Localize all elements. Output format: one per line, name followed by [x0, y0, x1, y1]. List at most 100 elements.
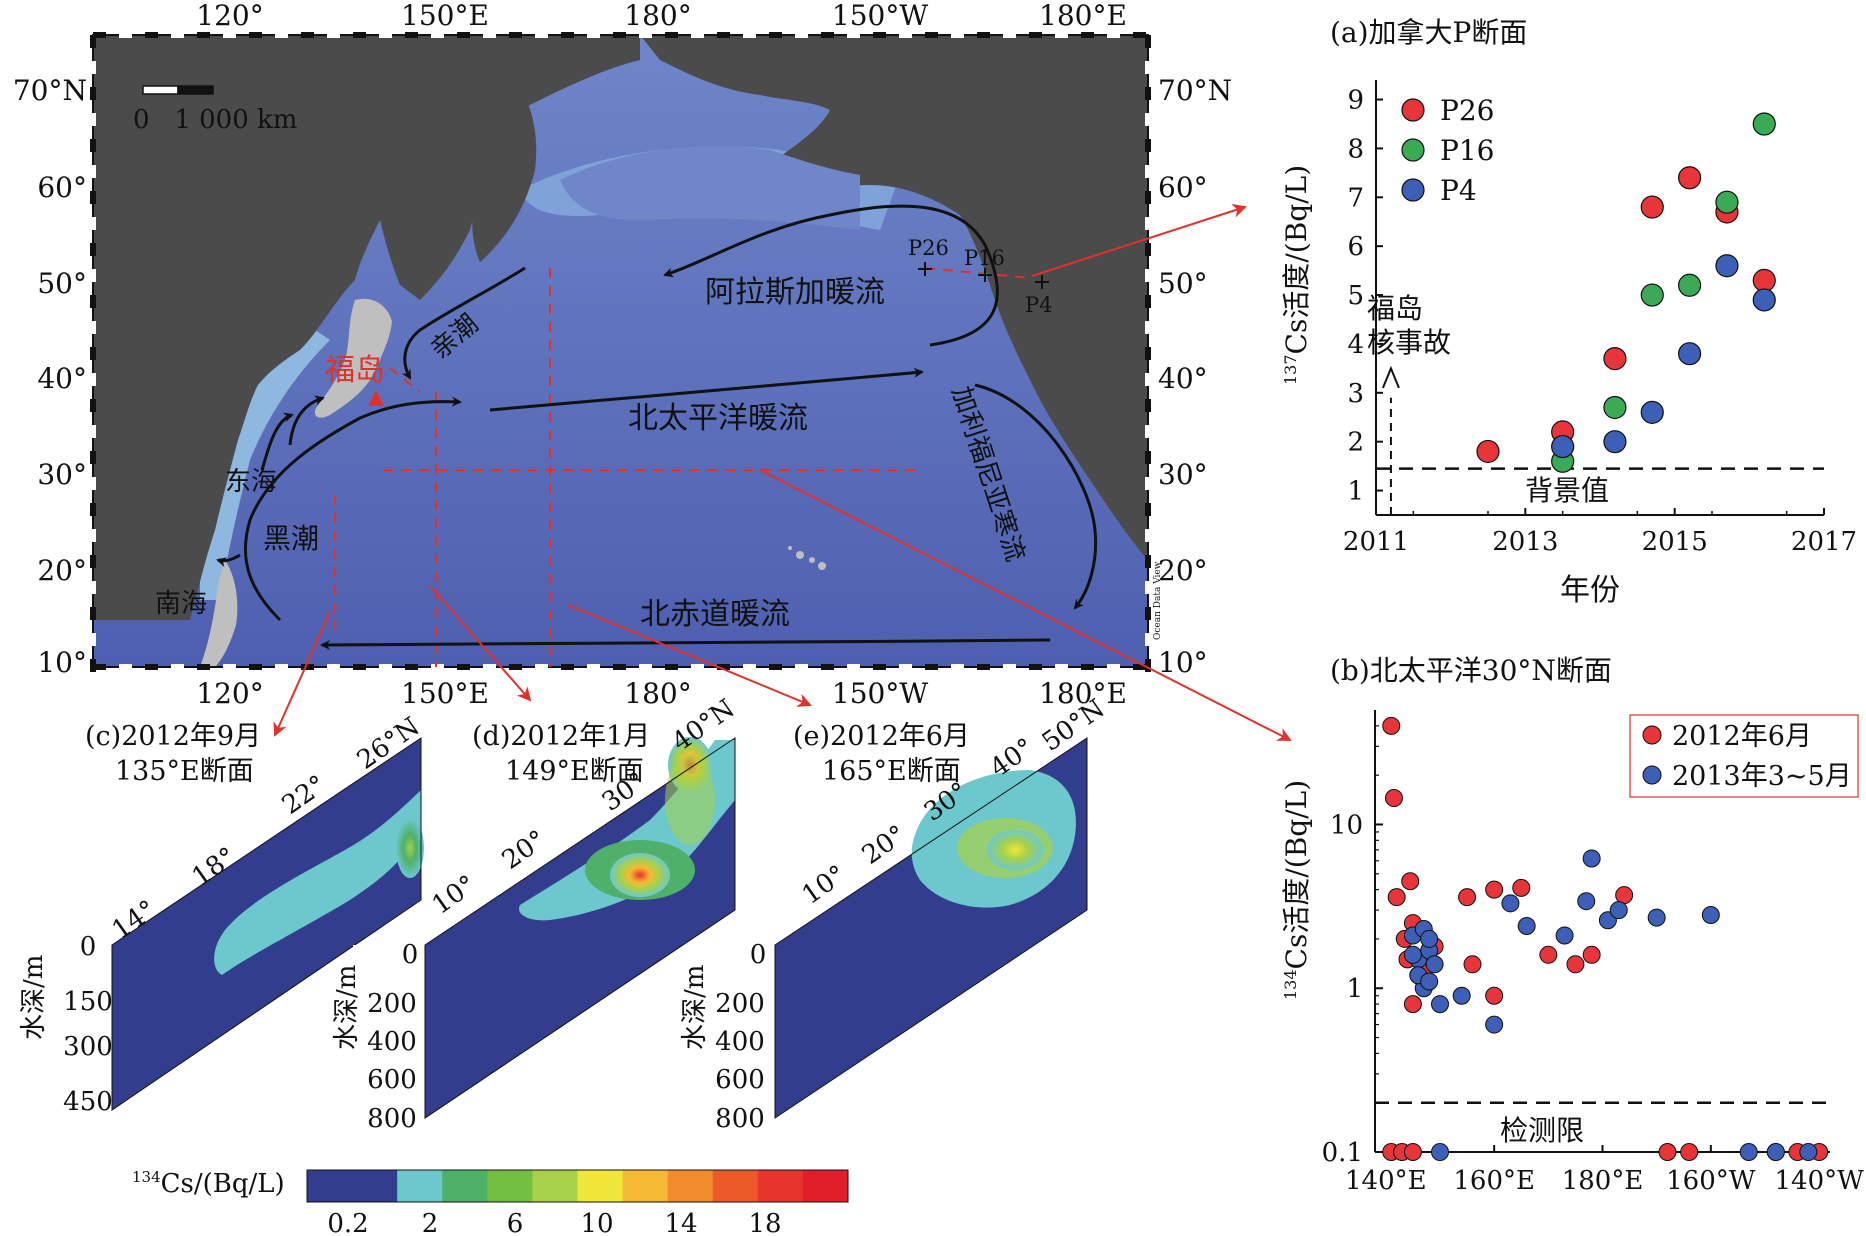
frame-tick [275, 32, 288, 38]
map-bering-sea [560, 146, 860, 230]
frame-tick [249, 32, 262, 38]
frame-tick [1145, 425, 1151, 438]
map-top-lon-label: 180°E [1039, 0, 1127, 32]
frame-tick [821, 664, 834, 670]
frame-tick [925, 32, 938, 38]
frame-tick [90, 581, 96, 594]
panel-b-point [1403, 945, 1422, 964]
frame-tick [90, 87, 96, 100]
fukushima-marker [368, 390, 384, 406]
panel-a-point [1752, 288, 1776, 312]
panel-a-y-tick-label: 1 [1347, 477, 1364, 507]
colorbar-tick-label: 2 [422, 1209, 439, 1236]
section-d-depth-label: 水深/m [332, 965, 362, 1050]
panel-b-point [1701, 906, 1720, 925]
frame-tick [93, 664, 106, 670]
colorbar-cell [802, 1170, 849, 1202]
frame-tick [899, 664, 912, 670]
frame-tick [1145, 217, 1151, 230]
panel-a-x-tick-label: 2015 [1642, 527, 1708, 557]
section-e-contour-core [987, 830, 1043, 870]
panel-a-points [1476, 112, 1776, 473]
panel-b-point [1566, 955, 1585, 974]
frame-tick [223, 32, 236, 38]
panel-a-x-tick-label: 2017 [1791, 527, 1857, 557]
section-e-depth-4: 600 [715, 1065, 765, 1095]
panel-b-point [1582, 849, 1601, 868]
colorbar-tick-label: 0.2 [327, 1209, 368, 1236]
section-c-contour-low [214, 790, 421, 975]
frame-tick [431, 664, 444, 670]
panel-b-detection-label: 检测限 [1500, 1114, 1584, 1147]
panel-b-point [1799, 1143, 1818, 1161]
panel-b-axes: 140°E 160°E 180°E 160°W 140°W 0.1 1 10 [1322, 710, 1864, 1196]
frame-tick [90, 295, 96, 308]
panel-b-point [1680, 1143, 1699, 1161]
frame-tick [1029, 664, 1042, 670]
panel-a-xlabel: 年份 [1560, 573, 1620, 608]
panel-b: (b)北太平洋30°N断面 140°E 160°E 180°E 160°W 140°W 0… [1280, 654, 1864, 1196]
frame-tick [327, 32, 340, 38]
section-e-depth-5: 800 [715, 1104, 765, 1134]
panel-a-point [1715, 190, 1739, 214]
map-left-lat-label: 70°N [13, 74, 87, 107]
panel-b-point [1766, 1143, 1785, 1161]
section-c-depth-label: 水深/m [19, 955, 49, 1040]
frame-tick [587, 664, 600, 670]
panel-b-legend: 2012年6月 2013年3~5月 [1629, 714, 1859, 798]
label-kuroshio: 黑潮 [263, 522, 319, 555]
frame-tick [795, 32, 808, 38]
section-lines [334, 267, 1031, 667]
panel-b-x-tick-label: 160°E [1453, 1166, 1535, 1196]
panel-b-point [1458, 888, 1477, 907]
frame-tick [1081, 664, 1094, 670]
panel-b-point [1463, 955, 1482, 974]
frame-tick [90, 425, 96, 438]
frame-tick [1055, 32, 1068, 38]
section-c-depth-2: 150 [63, 987, 113, 1017]
map-left-lat-label: 40° [37, 362, 87, 395]
section-c-depth-4: 450 [63, 1087, 113, 1117]
frame-tick [1145, 399, 1151, 412]
frame-tick [145, 664, 158, 670]
colorbar-cell [442, 1170, 488, 1202]
frame-tick [90, 35, 96, 48]
panel-a-point [1752, 268, 1776, 292]
frame-tick [795, 664, 808, 670]
label-p16: P16 [964, 246, 1005, 270]
map-left-lat-label: 10° [37, 646, 87, 679]
label-east-china-sea: 东海 [225, 467, 277, 497]
section-e-depth-label: 水深/m [680, 965, 710, 1050]
frame-tick [1107, 32, 1120, 38]
colorbar-label: 134Cs/(Bq/L) [132, 1168, 285, 1199]
frame-tick [353, 32, 366, 38]
label-fukushima: 福岛 [325, 353, 385, 388]
frame-tick [691, 664, 704, 670]
panel-b-legend-box [1629, 714, 1859, 798]
frame-tick [561, 664, 574, 670]
panel-a-background-label: 背景值 [1525, 474, 1609, 507]
panel-a-y-tick-label: 2 [1347, 428, 1364, 458]
panel-a-legend: P26 P16 P4 [1401, 94, 1494, 207]
panel-b-point [1403, 1143, 1422, 1161]
panel-a-point [1715, 254, 1739, 278]
frame-tick [1145, 659, 1151, 672]
panel-a-ylabel-main: Cs活度/(Bq/L) [1280, 165, 1313, 355]
frame-tick [951, 664, 964, 670]
frame-tick [483, 32, 496, 38]
frame-tick [197, 664, 210, 670]
panel-b-point [1382, 716, 1401, 735]
panel-b-y-tick-label: 1 [1346, 974, 1363, 1004]
frame-tick [613, 664, 626, 670]
frame-tick [1145, 555, 1151, 568]
colorbar-label-main: Cs/(Bq/L) [161, 1169, 285, 1199]
frame-tick [873, 32, 886, 38]
panel-b-point [1647, 908, 1666, 927]
panel-b-points [1382, 716, 1829, 1161]
frame-tick [665, 664, 678, 670]
ocean-currents [216, 204, 1098, 650]
section-e-title-1: (e)2012年6月 [793, 721, 970, 752]
frame-tick [1145, 243, 1151, 256]
frame-tick [223, 664, 236, 670]
panel-b-point [1387, 888, 1406, 907]
